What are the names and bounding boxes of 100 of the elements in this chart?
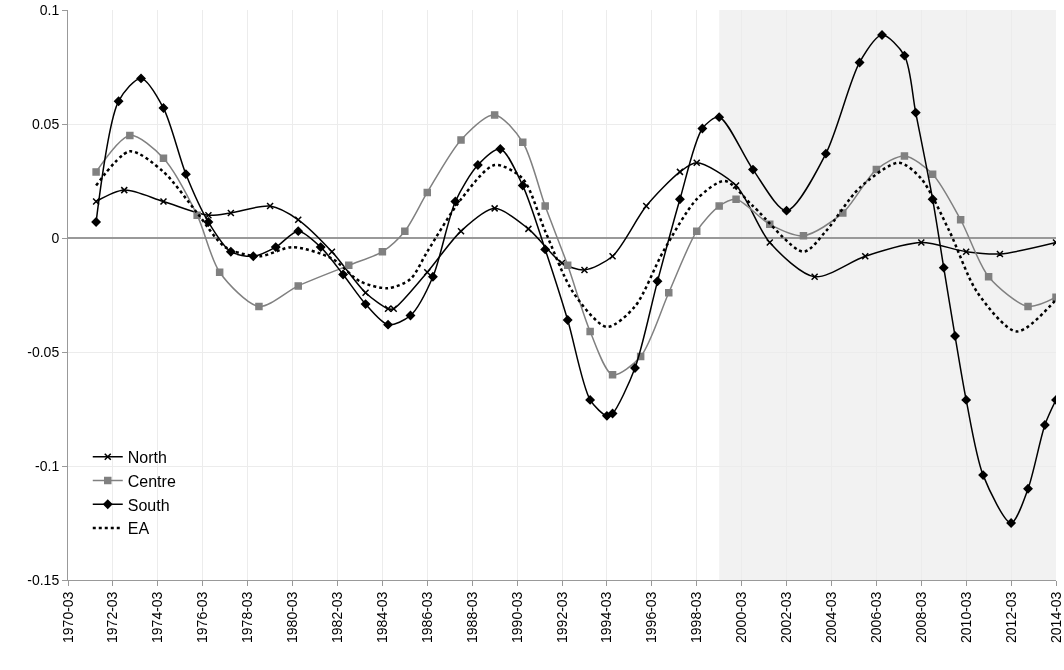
point [781, 205, 792, 216]
x-tick-label: 1988-03 [463, 591, 480, 643]
point [1023, 484, 1033, 494]
y-tick-label: -0.05 [27, 343, 60, 360]
x-tick-label: 2012-03 [1002, 591, 1019, 643]
x-tick-label: 2008-03 [912, 591, 929, 643]
point [495, 144, 505, 154]
point [203, 217, 214, 227]
point [383, 319, 393, 330]
x-tick-label: 1996-03 [643, 591, 660, 643]
point [1040, 420, 1050, 430]
point [136, 73, 146, 84]
point [1024, 302, 1032, 311]
point [159, 197, 168, 206]
point [401, 227, 409, 235]
point [956, 216, 965, 224]
point [978, 470, 988, 480]
point [91, 217, 101, 227]
x-tick-label: 2010-03 [957, 591, 974, 643]
point [316, 242, 326, 252]
legend-label: Centre [127, 472, 176, 490]
x-tick-label: 2004-03 [823, 591, 840, 643]
point [927, 194, 938, 204]
point [563, 315, 573, 325]
point [602, 411, 612, 421]
x-tick-label: 1974-03 [149, 591, 166, 643]
point [519, 138, 527, 146]
point [984, 273, 993, 281]
point [158, 103, 169, 113]
x-tick-label: 2014-03 [1047, 591, 1064, 643]
point [159, 154, 168, 162]
point [563, 261, 572, 270]
point [697, 123, 708, 134]
point [518, 180, 528, 191]
x-tick-label: 1982-03 [329, 591, 345, 643]
point [799, 231, 808, 240]
point [630, 363, 640, 373]
x-tick-label: 1990-03 [508, 591, 525, 643]
point [950, 331, 960, 341]
y-tick-label: -0.1 [35, 457, 60, 474]
point [961, 395, 971, 405]
point [450, 196, 461, 207]
point [900, 152, 909, 160]
x-tick-label: 2002-03 [778, 591, 795, 643]
point [748, 164, 758, 175]
x-tick-label: 1984-03 [373, 591, 390, 643]
point [899, 50, 910, 61]
point [490, 111, 499, 119]
point [541, 202, 549, 210]
x-tick-label: 1972-03 [104, 591, 121, 643]
y-tick-label: 0 [51, 229, 60, 246]
point [423, 188, 432, 197]
point [861, 252, 869, 260]
point [540, 244, 550, 255]
point [586, 327, 594, 336]
point [911, 107, 921, 118]
point [345, 261, 353, 270]
point [821, 148, 831, 159]
point [652, 276, 663, 286]
point [692, 227, 701, 235]
point [360, 299, 371, 309]
point [266, 202, 274, 210]
point [585, 395, 595, 405]
legend-label: North [127, 448, 167, 466]
point [665, 288, 673, 297]
y-tick-label: 0.05 [31, 115, 60, 132]
point [715, 202, 723, 210]
point [996, 250, 1004, 258]
point [294, 282, 302, 290]
legend-label: South [127, 496, 170, 514]
x-tick-label: 1994-03 [598, 591, 615, 643]
point [126, 131, 134, 140]
x-tick-label: 2000-03 [733, 591, 750, 643]
point [113, 96, 124, 106]
point [732, 195, 740, 203]
point [675, 194, 685, 204]
point [457, 136, 465, 144]
x-tick-label: 2006-03 [867, 591, 884, 643]
point [490, 204, 499, 213]
point [255, 302, 263, 311]
x-tick-label: 1992-03 [553, 591, 570, 643]
y-tick-label: 0.1 [39, 1, 60, 18]
point [92, 168, 100, 176]
point [293, 226, 303, 236]
point [939, 262, 949, 273]
point [294, 216, 302, 224]
legend-label: EA [127, 520, 150, 538]
x-tick-label: 1986-03 [418, 591, 435, 643]
point [181, 169, 191, 179]
point [271, 242, 281, 252]
x-tick-label: 1970-03 [59, 591, 76, 643]
point [928, 170, 937, 178]
point [227, 209, 235, 217]
point [608, 371, 617, 379]
x-tick-label: 1998-03 [688, 591, 705, 643]
point [1006, 518, 1016, 528]
point [692, 159, 701, 167]
y-tick-label: -0.15 [27, 571, 60, 588]
point [854, 57, 865, 68]
point [338, 269, 348, 280]
